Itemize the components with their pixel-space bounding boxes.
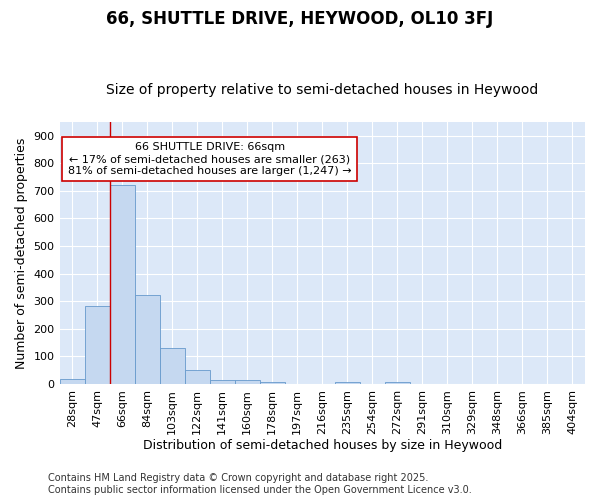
- Text: 66 SHUTTLE DRIVE: 66sqm
← 17% of semi-detached houses are smaller (263)
81% of s: 66 SHUTTLE DRIVE: 66sqm ← 17% of semi-de…: [68, 142, 352, 176]
- Y-axis label: Number of semi-detached properties: Number of semi-detached properties: [15, 137, 28, 368]
- X-axis label: Distribution of semi-detached houses by size in Heywood: Distribution of semi-detached houses by …: [143, 440, 502, 452]
- Bar: [134, 295, 160, 384]
- Bar: [85, 306, 110, 384]
- Text: 66, SHUTTLE DRIVE, HEYWOOD, OL10 3FJ: 66, SHUTTLE DRIVE, HEYWOOD, OL10 3FJ: [106, 10, 494, 28]
- Bar: [160, 348, 185, 384]
- Bar: [110, 186, 134, 384]
- Title: Size of property relative to semi-detached houses in Heywood: Size of property relative to semi-detach…: [106, 83, 538, 97]
- Bar: [185, 370, 209, 384]
- Bar: [335, 382, 360, 384]
- Bar: [59, 380, 85, 384]
- Bar: [235, 380, 260, 384]
- Bar: [260, 382, 285, 384]
- Bar: [209, 380, 235, 384]
- Text: Contains HM Land Registry data © Crown copyright and database right 2025.
Contai: Contains HM Land Registry data © Crown c…: [48, 474, 472, 495]
- Bar: [385, 382, 410, 384]
